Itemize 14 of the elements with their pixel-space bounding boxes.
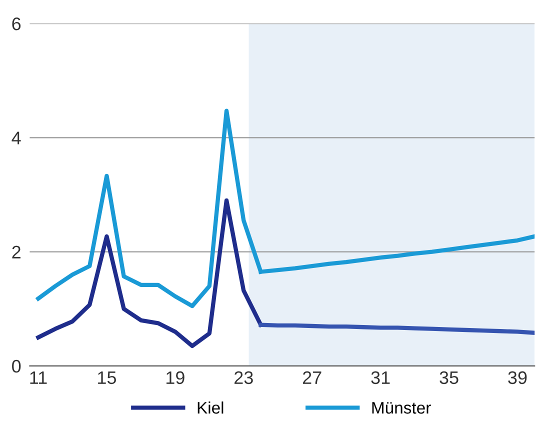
x-tick-label: 27	[302, 371, 322, 384]
y-tick-label: 0	[12, 360, 21, 373]
y-tick-label: 4	[12, 132, 21, 144]
legend-label: Kiel	[198, 401, 224, 414]
x-tick-label: 11	[30, 371, 47, 384]
x-tick-label: 19	[166, 371, 184, 384]
x-tick-label: 15	[98, 371, 116, 384]
x-tick-label: 35	[440, 371, 458, 384]
x-tick-label: 23	[234, 371, 253, 384]
x-tick-label: 39	[508, 371, 527, 384]
y-tick-label: 6	[12, 17, 21, 30]
x-tick-label: 31	[371, 371, 390, 384]
y-tick-label: 2	[12, 246, 20, 258]
legend-label: Münster	[372, 402, 431, 414]
